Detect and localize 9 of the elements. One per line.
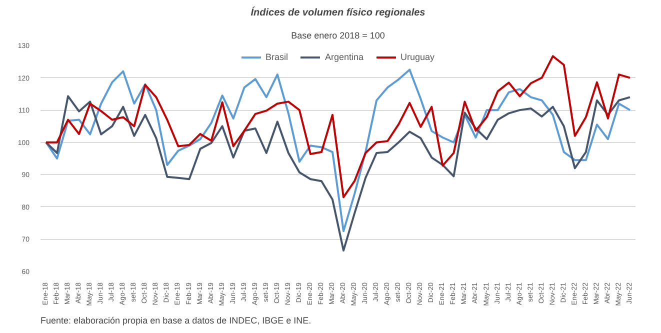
- line-series: [45, 95, 631, 252]
- chart-subtitle: Base enero 2018 = 100: [291, 30, 385, 40]
- line-series: [45, 68, 631, 232]
- line-series: [45, 55, 631, 198]
- legend-label: Brasil: [265, 52, 288, 62]
- source-note: Fuente: elaboración propia en base a datos de INDEC, IBGE e INE.: [40, 316, 312, 326]
- chart-title: Índices de volumen físico regionales: [250, 6, 426, 18]
- legend-label: Argentina: [324, 52, 364, 62]
- legend-label: Uruguay: [400, 52, 435, 62]
